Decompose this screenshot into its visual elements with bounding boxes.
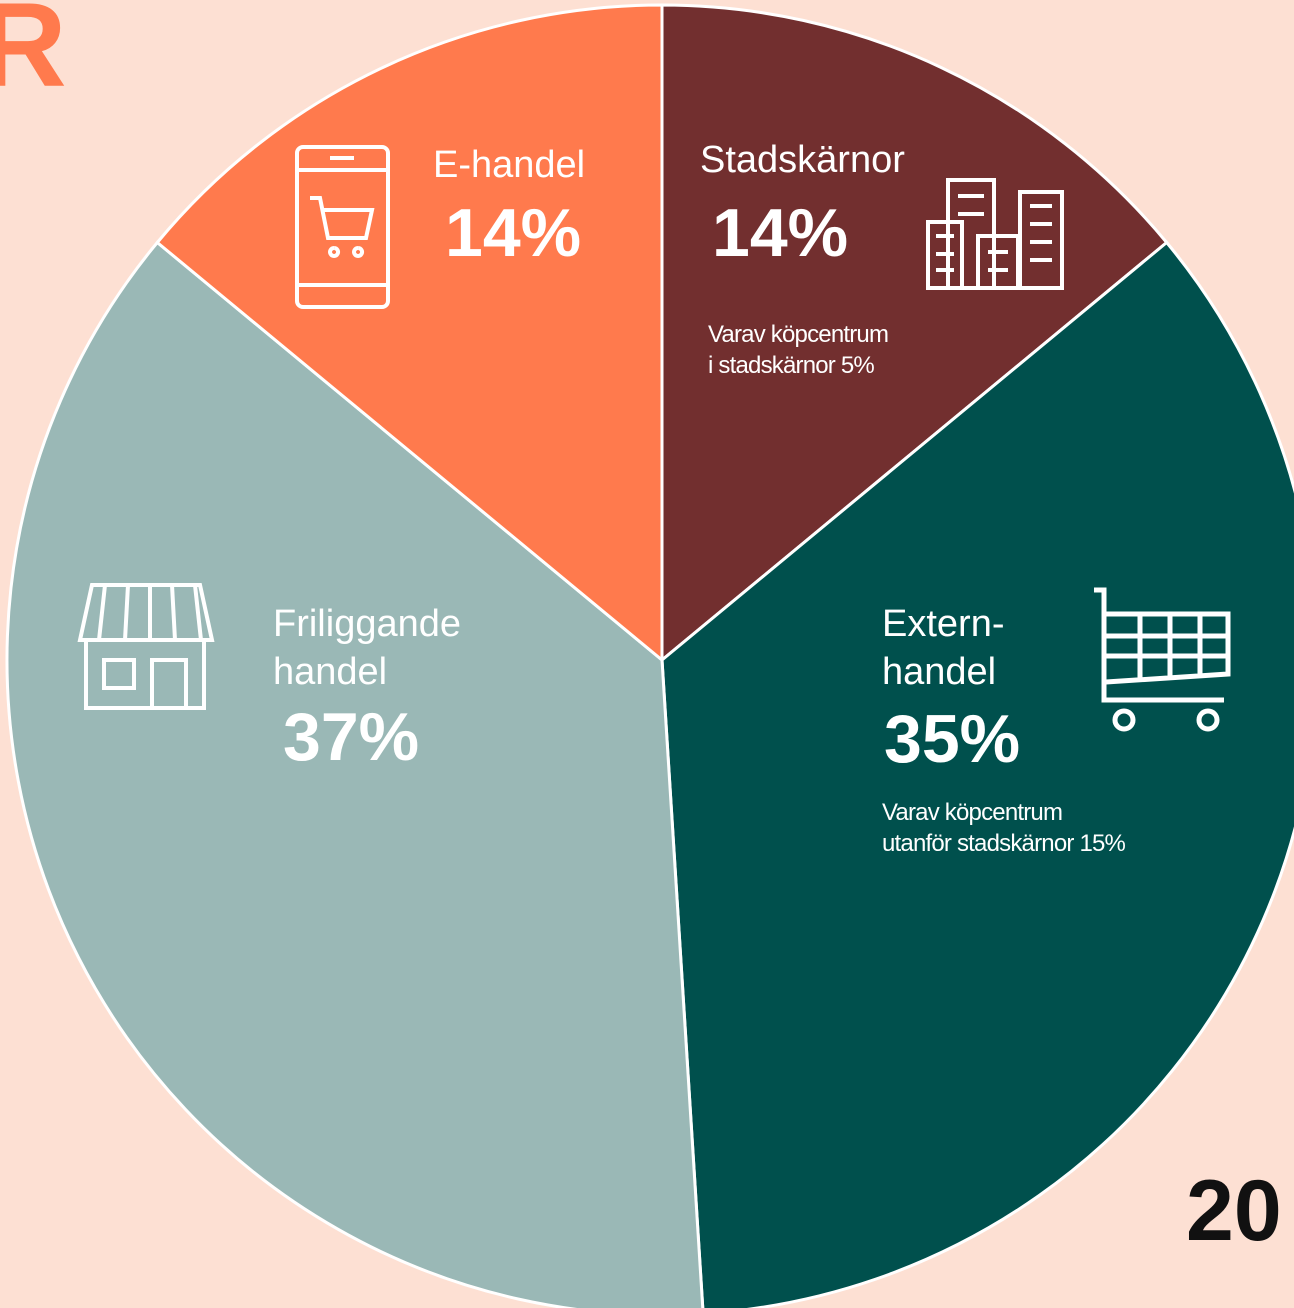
slice-value-label: 35% [884,701,1020,777]
slice-label: E-handel [433,144,585,186]
pie [5,3,1294,1308]
pie-slice [660,240,1294,1308]
slice-label: Friliggande handel [273,603,461,693]
annotation: Varav köpcentrum i stadskärnor 5% [708,321,888,379]
icon-store [77,583,215,710]
logo: R [0,0,67,112]
annotation: Varav köpcentrum utanför stadskärnor 15% [882,799,1126,857]
icon-buildings [926,178,1064,290]
slice-label: Extern-handel [882,603,1004,693]
icon-phone-cart [295,145,390,309]
slice-label: Stadskärnor [700,139,905,181]
slice-value-label: 37% [283,699,419,775]
icon-cart [1094,587,1231,732]
corner-text: 20 [1186,1163,1282,1259]
slice-value-label: 14% [445,195,581,271]
pie-slice [155,3,664,664]
pie-slice [5,240,705,1308]
slice-value-label: 14% [712,195,848,271]
pie-slice [660,3,1169,664]
